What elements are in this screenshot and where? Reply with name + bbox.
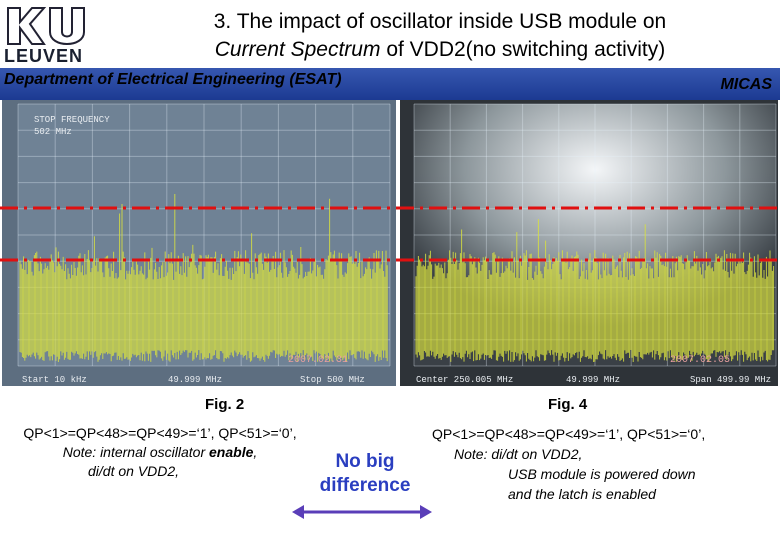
title-line: 3. The impact of oscillator inside USB m… xyxy=(213,10,667,33)
note-left: QP<1>=QP<48>=QP<49>=‘1’, QP<51>=‘0’, Not… xyxy=(10,424,310,481)
noise-trace xyxy=(415,219,775,362)
center-line: No big xyxy=(335,451,395,472)
note-line: QP<1>=QP<48>=QP<49>=‘1’, QP<51>=‘0’, xyxy=(23,425,297,441)
note-line: QP<1>=QP<48>=QP<49>=‘1’, QP<51>=‘0’, xyxy=(432,426,706,442)
note-line: Note: di/dt on VDD2, xyxy=(454,446,583,462)
screen-footer: 49.999 MHz xyxy=(168,375,222,385)
note-line: Note: internal oscillator enable, xyxy=(10,443,310,462)
logo: LEUVEN xyxy=(4,4,92,66)
arrow xyxy=(292,505,432,519)
screen-date: 2007.02.31 xyxy=(288,355,348,366)
note-line: and the latch is enabled xyxy=(508,486,656,502)
screen-footer: Start 10 kHz xyxy=(22,375,87,385)
screen-footer: 49.999 MHz xyxy=(566,375,620,385)
banner-left: Department of Electrical Engineering (ES… xyxy=(4,71,342,88)
note-line: USB module is powered down xyxy=(508,466,696,482)
banner: Department of Electrical Engineering (ES… xyxy=(0,68,780,100)
center-line: difference xyxy=(319,475,411,496)
screen-text: 502 MHz xyxy=(34,127,72,137)
screen-date: 2007.02.05 xyxy=(670,355,730,366)
title-line: Current Spectrum of VDD2(no switching ac… xyxy=(100,36,780,64)
note-center: No big difference xyxy=(300,450,430,498)
photos: STOP FREQUENCY 502 MHz 2007.02.31 2007.0… xyxy=(0,100,780,386)
caption: Fig. 2 xyxy=(205,396,245,413)
screen-footer: Stop 500 MHz xyxy=(300,375,365,385)
logo-text: LEUVEN xyxy=(4,46,84,66)
title-italic: Current Spectrum xyxy=(214,38,381,61)
screen-text: STOP FREQUENCY xyxy=(34,115,110,125)
banner-right: MICAS xyxy=(720,76,772,93)
noise-trace xyxy=(19,194,388,362)
caption: Fig. 4 xyxy=(548,396,588,413)
note-bold: enable xyxy=(209,444,254,460)
note-text: , xyxy=(253,444,258,460)
screen-footer: Span 499.99 MHz xyxy=(690,375,771,385)
note-right: QP<1>=QP<48>=QP<49>=‘1’, QP<51>=‘0’, Not… xyxy=(432,424,705,504)
logo-graphic xyxy=(7,7,85,45)
title: 3. The impact of oscillator inside USB m… xyxy=(100,8,780,64)
screen-footer: Center 250.005 MHz xyxy=(416,375,513,385)
spectrum-noise xyxy=(19,194,775,362)
note-text: Note: internal oscillator xyxy=(62,444,210,460)
title-rest: of VDD2(no switching activity) xyxy=(380,38,666,61)
note-line: di/dt on VDD2, xyxy=(88,463,180,479)
